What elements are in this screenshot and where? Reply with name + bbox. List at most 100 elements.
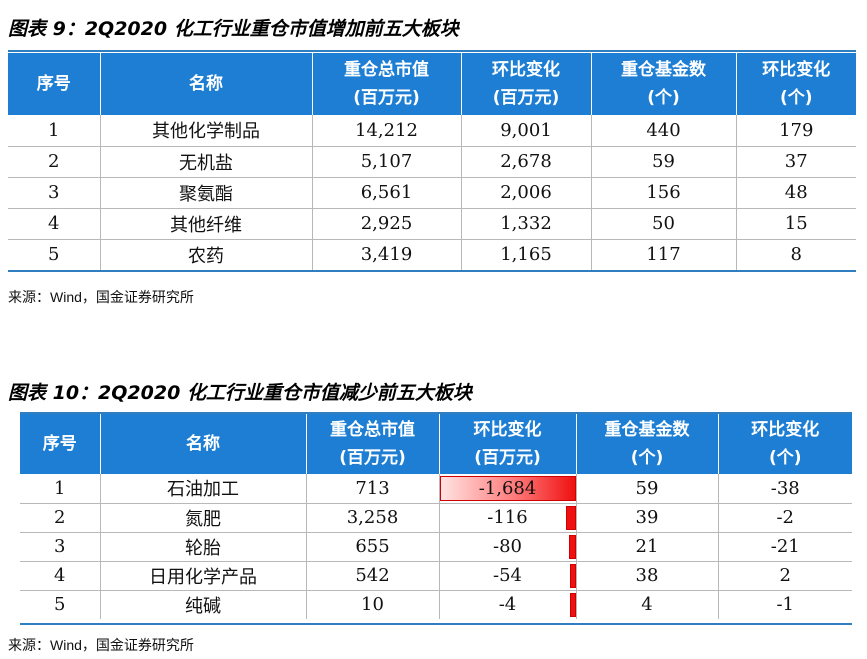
table-row: 2 无机盐 5,107 2,678 59 37 [8, 146, 856, 178]
table1-header-value-change-line: 环比变化 [492, 60, 560, 80]
table2-cell-text: 4 [641, 594, 653, 616]
table2-cell-text: 2 [54, 507, 66, 528]
table1-cell-text: 4 [48, 213, 60, 234]
table1-cell-total-value: 3,419 [312, 239, 462, 270]
table2-cell-value-change: -1,684 [439, 474, 577, 504]
table2-cell-text: 日用化学产品 [149, 566, 257, 588]
table2-cell-total-value: 542 [306, 561, 440, 591]
table1-cell-fund-count: 440 [591, 115, 737, 147]
table2-header-name-line: 名称 [186, 434, 220, 454]
table1-cell-index: 3 [8, 177, 101, 209]
table2-cell-text: -80 [493, 536, 522, 557]
table2-cell-name: 轮胎 [100, 532, 307, 562]
table2-cell-text: 10 [361, 594, 384, 616]
table2-cell-text: -116 [487, 507, 528, 528]
table2-header-value-change: 环比变化 (百万元) [439, 414, 577, 474]
table1-header-name-line: 名称 [189, 74, 223, 94]
table1-cell-text: 2,006 [500, 182, 552, 203]
table1-cell-text: 3 [48, 182, 60, 203]
table2-cell-text: 655 [355, 536, 390, 557]
table2-cell-index: 2 [20, 503, 101, 533]
table1-cell-total-value: 2,925 [312, 208, 462, 240]
table1-source: 来源：Wind，国金证券研究所 [8, 289, 194, 305]
table1-header-fund-change-line: (个) [779, 88, 813, 108]
table1-cell-name: 聚氨酯 [100, 177, 313, 209]
table1-cell-total-value: 14,212 [312, 115, 462, 147]
table1-cell-value-change: 2,678 [461, 146, 592, 178]
table2-header-fund-count-line: (个) [630, 448, 664, 468]
table2-header-name: 名称 [100, 414, 307, 474]
table-row: 1 其他化学制品 14,212 9,001 440 179 [8, 115, 856, 147]
table-row: 5 农药 3,419 1,165 117 8 [8, 239, 856, 270]
table2-databar [570, 563, 576, 588]
table2-top-rule [20, 412, 852, 414]
table2-cell-text: -1,684 [478, 477, 537, 499]
table2-cell-name: 纯碱 [100, 590, 307, 619]
table2-cell-text: 1 [54, 477, 66, 499]
table2-cell-text: -54 [493, 565, 522, 586]
table2-header-total-value-line: 重仓总市值 [330, 420, 415, 440]
table1-cell-text: 3,419 [360, 244, 413, 266]
table1-cell-fund-change: 15 [736, 208, 856, 240]
table1-cell-name: 其他化学制品 [100, 115, 313, 147]
table2-header-fund-count-line: 重仓基金数 [604, 420, 690, 440]
table2-cell-name: 日用化学产品 [100, 561, 307, 591]
table1-cell-fund-count: 50 [591, 208, 737, 240]
table2-cell-value-change: -80 [439, 532, 577, 562]
table2-cell-text: 石油加工 [167, 479, 239, 501]
table2-cell-text: -21 [770, 536, 800, 557]
table1-cell-index: 4 [8, 208, 101, 240]
table1-cell-text: 179 [779, 119, 814, 141]
table1-header-fund-change-line: 环比变化 [762, 60, 831, 80]
table2-cell-total-value: 3,258 [306, 503, 440, 533]
table2-header-fund-change-line: (个) [768, 448, 802, 468]
table1-cell-text: 117 [646, 244, 681, 266]
table1-header-fund-change: 环比变化 (个) [736, 53, 856, 115]
table2-cell-total-value: 655 [306, 532, 440, 562]
table1-cell-text: 15 [784, 213, 808, 234]
table2-bottom-rule [20, 623, 852, 625]
table1-cell-text: 37 [784, 151, 808, 172]
table2-databar [439, 476, 576, 501]
table-row: 4 其他纤维 2,925 1,332 50 15 [8, 208, 856, 240]
table1-cell-total-value: 6,561 [312, 177, 462, 209]
table1-cell-text: 1 [48, 119, 60, 141]
table1-header-total-value-line: 重仓总市值 [344, 60, 429, 80]
table2-header-value-change-line: 环比变化 [473, 420, 542, 440]
table2-cell-text: -1 [776, 594, 795, 616]
table2-cell-value-change: -116 [439, 503, 577, 533]
table2-cell-text: -38 [770, 477, 800, 499]
table1-cell-text: 2,925 [360, 213, 413, 234]
table2-cell-index: 4 [20, 561, 101, 591]
table1-cell-text: 8 [790, 244, 802, 266]
table2-cell-text: 38 [635, 565, 659, 586]
table1-cell-index: 5 [8, 239, 101, 270]
table2-cell-text: 59 [635, 477, 659, 499]
table2-cell-text: 纯碱 [185, 595, 221, 617]
table2-cell-text: 542 [355, 565, 390, 586]
table2-cell-text: 5 [54, 594, 66, 616]
table2: 序号 名称 重仓总市值 (百万元) 环比变化 (百万元) 重仓基金数 (个) 环比变化 (个) 1… [20, 414, 852, 619]
table1-header-row: 序号 名称 重仓总市值 (百万元) 环比变化 (百万元) 重仓基金数 (个) 环比变化 (个) [8, 53, 856, 115]
table2-cell-total-value: 713 [306, 474, 440, 504]
table2-source: 来源：Wind，国金证券研究所 [8, 637, 194, 653]
table2-cell-fund-count: 21 [576, 532, 719, 562]
table2-header-fund-count: 重仓基金数 (个) [576, 414, 719, 474]
table2-header-total-value: 重仓总市值 (百万元) [306, 414, 440, 474]
table1-cell-total-value: 5,107 [312, 146, 462, 178]
table1-header-value-change: 环比变化 (百万元) [461, 53, 592, 115]
table1-cell-value-change: 2,006 [461, 177, 592, 209]
table1-cell-name: 无机盐 [100, 146, 313, 178]
table2-cell-text: 21 [635, 536, 659, 557]
table2-databar [570, 592, 576, 617]
table2-cell-text: -2 [776, 507, 795, 528]
table-row: 1 石油加工 713 -1,684 59 -38 [20, 474, 852, 504]
table2-header-value-change-line: (百万元) [474, 448, 541, 468]
table1-body: 1 其他化学制品 14,212 9,001 440 179 2 无机盐 5,107 2,678 59… [8, 115, 856, 270]
table1-header-value-change-line: (百万元) [492, 88, 560, 108]
table-row: 3 聚氨酯 6,561 2,006 156 48 [8, 177, 856, 209]
table2-header-fund-change: 环比变化 (个) [718, 414, 852, 474]
table1-title: 图表 9：2Q2020 化工行业重仓市值增加前五大板块 [8, 18, 459, 40]
table1-header-name: 名称 [100, 53, 313, 115]
table2-cell-total-value: 10 [306, 590, 440, 619]
